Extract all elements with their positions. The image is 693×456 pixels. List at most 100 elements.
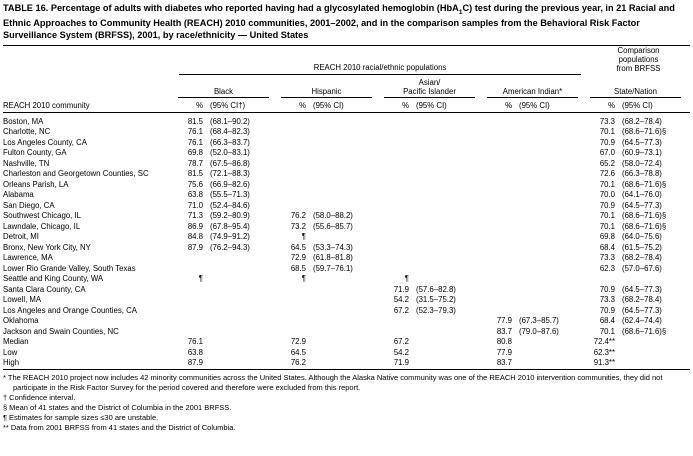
percent-cell (381, 136, 409, 147)
percent-cell: 72.9 (290, 337, 306, 347)
table-row: Bronx, New York City, NY 87.9 (76.2–94.3) 6… (3, 241, 690, 252)
percent-cell (381, 325, 409, 336)
footnote-symbol: * (3, 373, 6, 383)
ci-cell (409, 273, 484, 284)
ci-cell (203, 252, 278, 263)
percent-cell (484, 241, 512, 252)
table-row: Oklahoma 77.9 (67.3–85.7) 68.4 (62.4–74.4) (3, 315, 690, 326)
ci-cell (409, 189, 484, 200)
percent-cell: 68.5 (290, 263, 306, 273)
ci-cell: (55.5–71.3) (210, 190, 250, 200)
footnote-brfss-data: ** Data from 2001 BRFSS from 41 states an… (3, 423, 690, 433)
ci-cell (409, 199, 484, 210)
community-cell: Charleston and Georgetown Counties, SC (3, 169, 149, 179)
table-row: Charlotte, NC 76.1 (68.4–82.3) 70.1 (68.6–71… (3, 126, 690, 137)
ci-cell (203, 325, 278, 336)
ci-header-american-indian: (95% CI) (512, 98, 587, 114)
percent-cell: 64.5 (290, 347, 306, 357)
ci-cell: (68.6–71.6)§ (622, 127, 667, 137)
percent-cell (278, 283, 306, 294)
percent-cell (278, 126, 306, 137)
ci-cell (306, 157, 381, 168)
ci-cell: (31.5–75.2) (416, 295, 456, 305)
percent-cell: 72.9 (290, 253, 306, 263)
percent-cell (278, 157, 306, 168)
ci-cell (306, 294, 381, 305)
ci-cell: (68.6–71.6)§ (622, 326, 667, 336)
percent-cell (175, 252, 203, 263)
percent-cell: 70.1 (599, 326, 615, 336)
percent-cell: 77.9 (496, 316, 512, 326)
community-cell: Alabama (3, 190, 34, 200)
percent-cell: 73.3 (599, 116, 615, 126)
percent-cell (175, 294, 203, 305)
table-row: Orleans Parish, LA 75.6 (66.9–82.6) 70.1 (68… (3, 178, 690, 189)
ci-cell (203, 294, 278, 305)
ci-cell: (53.3–74.3) (313, 242, 353, 252)
ci-cell (512, 178, 587, 189)
percent-cell (381, 220, 409, 231)
ci-cell: (58.0–72.4) (622, 158, 662, 168)
percent-cell: 70.1 (599, 127, 615, 137)
percent-cell (381, 189, 409, 200)
ci-cell (409, 315, 484, 326)
ci-cell (306, 113, 381, 126)
ci-cell: (68.6–71.6)§ (622, 221, 667, 231)
ci-cell (615, 336, 690, 347)
percent-cell (484, 178, 512, 189)
percent-cell: 75.6 (187, 179, 203, 189)
ci-cell: (59.2–80.9) (210, 211, 250, 221)
ci-cell (409, 220, 484, 231)
ci-cell (512, 346, 587, 357)
percent-cell (484, 168, 512, 179)
ci-cell (512, 210, 587, 221)
percent-header-black: % (175, 98, 203, 114)
ci-cell: (52.0–83.1) (210, 148, 250, 158)
ci-cell (409, 126, 484, 137)
ci-cell (512, 252, 587, 263)
ci-cell: (61.8–81.8) (313, 253, 353, 263)
percent-cell: 69.8 (187, 148, 203, 158)
percent-cell: 81.5 (187, 116, 203, 126)
ci-cell (409, 157, 484, 168)
community-cell: Low (3, 347, 18, 357)
percent-cell: 70.1 (599, 221, 615, 231)
ci-cell: (68.2–78.4) (622, 253, 662, 263)
percent-cell: 73.3 (599, 295, 615, 305)
ci-cell: (68.6–71.6)§ (622, 179, 667, 189)
ci-cell (306, 356, 381, 371)
percent-cell (278, 199, 306, 210)
ci-cell (512, 273, 587, 284)
ci-cell (409, 113, 484, 126)
percent-cell (484, 126, 512, 137)
ci-cell (306, 189, 381, 200)
percent-cell (278, 315, 306, 326)
ci-cell (512, 356, 587, 371)
percent-cell (484, 283, 512, 294)
percent-cell: 83.7 (484, 356, 512, 371)
table-body: Boston, MA 81.5 (68.1–90.2) 73.3 (68.2–78.4)… (3, 113, 691, 371)
percent-cell (381, 168, 409, 179)
ci-cell (512, 168, 587, 179)
ci-cell: (57.0–67.6) (622, 263, 662, 273)
page: TABLE 16. Percentage of adults with diab… (3, 3, 691, 433)
ci-cell: (64.1–76.0) (622, 190, 662, 200)
reach-data-table: REACH 2010 community REACH 2010 racial/e… (3, 45, 691, 371)
footnote-confidence-interval: † Confidence interval. (3, 393, 690, 403)
percent-cell (381, 210, 409, 221)
ci-cell (306, 336, 381, 347)
ci-cell (203, 346, 278, 357)
ci-cell (306, 346, 381, 357)
percent-cell: 73.3 (599, 253, 615, 263)
percent-cell: 70.9 (599, 137, 615, 147)
ci-cell: (60.9–73.1) (622, 148, 662, 158)
percent-cell: 62.3** (593, 347, 615, 357)
ci-cell (306, 136, 381, 147)
percent-cell (587, 273, 615, 284)
ci-cell (512, 336, 587, 347)
ci-cell (512, 231, 587, 242)
community-cell: Lawndale, Chicago, IL (3, 221, 81, 231)
percent-cell (484, 304, 512, 315)
percent-cell: 72.6 (599, 169, 615, 179)
percent-cell: 76.2 (278, 356, 306, 371)
